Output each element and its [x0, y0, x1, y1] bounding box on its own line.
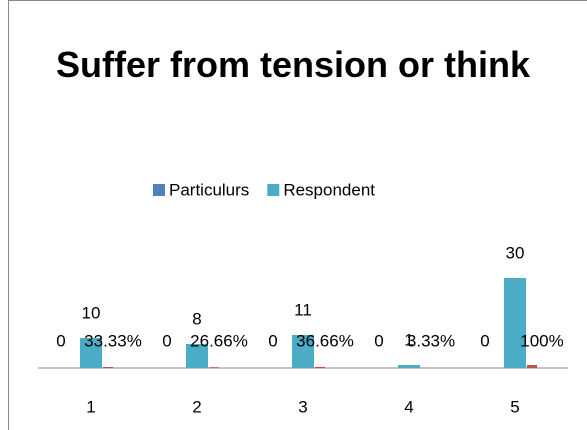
data-label: 0 [56, 331, 65, 350]
bar [398, 365, 420, 368]
bar [315, 366, 325, 368]
data-label: 36.66% [296, 331, 354, 350]
data-label: 1 [404, 330, 413, 349]
data-label: 33.33% [84, 331, 142, 350]
data-label: 3.33% [407, 331, 455, 350]
legend-swatch [267, 184, 280, 196]
data-label: 0 [374, 331, 383, 350]
data-label: 11 [294, 300, 312, 319]
bar [80, 338, 102, 368]
data-label: 100% [520, 331, 563, 350]
chart-title: Suffer from tension or think [55, 44, 530, 85]
x-tick-label: 4 [404, 397, 413, 416]
data-label: 0 [268, 331, 277, 350]
data-label: 26.66% [190, 331, 248, 350]
bar [209, 367, 219, 368]
x-tick-label: 1 [86, 397, 95, 416]
x-tick-label: 2 [192, 397, 201, 416]
legend-label: Particulurs [169, 180, 249, 199]
data-label: 30 [506, 243, 525, 262]
bar [103, 367, 113, 368]
bar [186, 344, 208, 368]
data-label: 8 [192, 309, 201, 328]
legend-swatch [153, 184, 165, 196]
x-tick-label: 5 [510, 397, 519, 416]
bar [527, 365, 537, 368]
legend-label: Respondent [283, 180, 375, 199]
bar [504, 278, 526, 368]
data-label: 0 [480, 331, 489, 350]
data-label: 0 [162, 331, 171, 350]
bar [292, 335, 314, 368]
x-tick-label: 3 [298, 397, 307, 416]
data-label: 10 [82, 303, 101, 322]
chart-border [8, 0, 587, 430]
